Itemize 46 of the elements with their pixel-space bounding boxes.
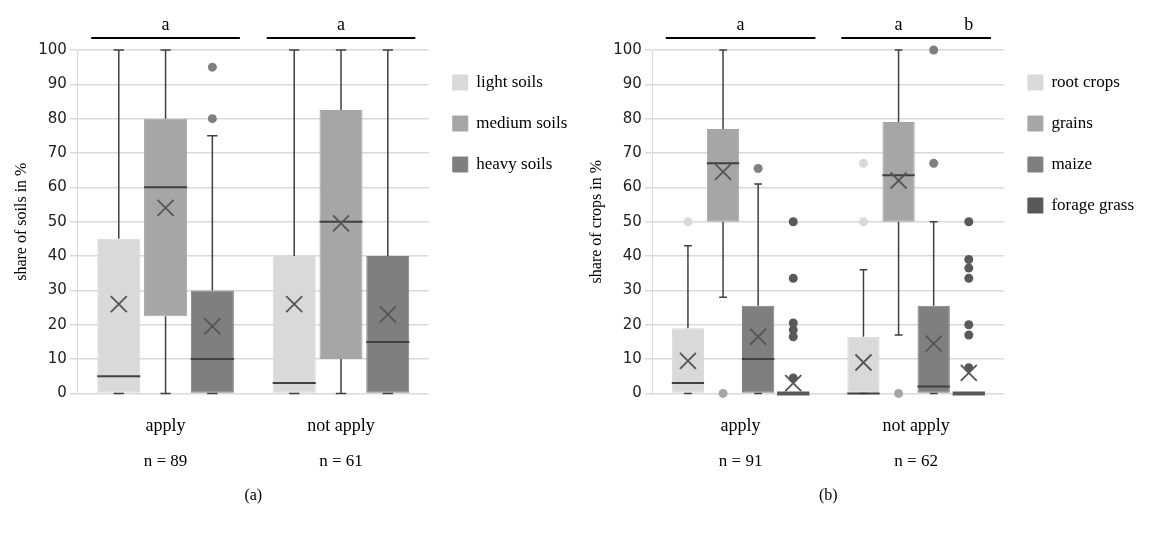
text: n = 62 [894,450,938,470]
y-axis-title: share of crops in % [586,159,605,284]
y-tick-label: 40 [47,245,67,264]
legend-label: grains [1051,112,1093,132]
y-tick-label: 50 [47,211,67,230]
y-axis-title: share of soils in % [11,162,29,281]
y-tick-label: 30 [47,280,67,299]
y-tick-label: 10 [47,348,67,367]
legend-label: root crops [1051,71,1120,91]
y-tick-label: 80 [47,108,67,127]
y-tick-label: 50 [622,211,642,230]
y-tick-label: 10 [622,348,642,367]
text: a [894,13,903,34]
text: (a) [244,485,263,504]
x-tick-label: apply [145,414,186,435]
y-tick-label: 0 [632,383,642,402]
y-tick-label: 30 [622,280,642,299]
legend-label: heavy soils [476,153,553,173]
y-tick-label: 20 [47,314,67,333]
y-tick-label: 70 [622,142,642,161]
text: n = 89 [143,450,188,470]
x-tick-label: not apply [882,414,950,435]
y-tick-label: 70 [47,142,67,161]
text: b [964,13,974,34]
x-tick-label: apply [720,414,761,435]
y-tick-label: 20 [622,314,642,333]
text: a [736,13,745,34]
y-tick-label: 100 [38,39,67,58]
y-tick-label: 100 [613,39,642,58]
y-tick-label: 60 [47,177,67,196]
y-tick-label: 40 [622,245,642,264]
text: a [161,13,170,34]
legend-label: medium soils [476,112,568,132]
y-tick-label: 60 [622,177,642,196]
text: (b) [819,485,838,504]
y-tick-label: 80 [622,108,642,127]
legend-label: forage grass [1051,194,1135,214]
legend-label: light soils [476,71,543,91]
y-tick-label: 90 [47,74,67,93]
x-tick-label: not apply [307,414,375,435]
text: a [337,13,346,34]
y-tick-label: 90 [622,74,642,93]
text: n = 91 [718,450,763,470]
legend-label: maize [1051,153,1092,173]
y-tick-label: 0 [57,383,67,402]
text: n = 61 [319,450,363,470]
